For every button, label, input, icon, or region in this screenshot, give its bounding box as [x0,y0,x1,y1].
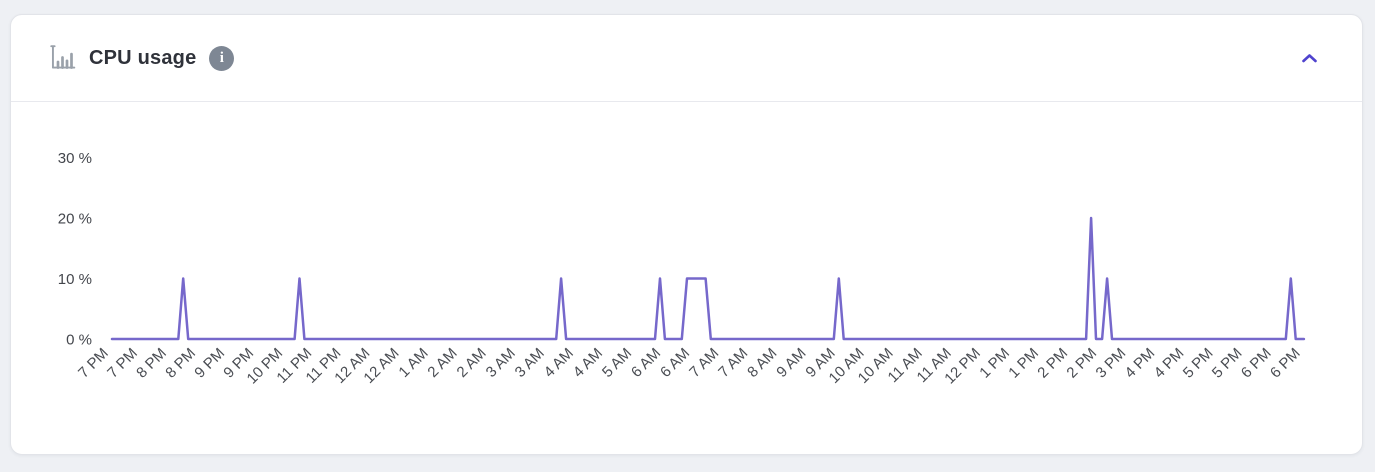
chevron-up-icon [1301,53,1317,62]
x-axis-label: 6 PM [1238,345,1275,382]
card-title: CPU usage [89,46,197,69]
x-axis-label: 6 PM [1267,345,1304,382]
x-axis-label: 9 AM [773,345,809,381]
x-axis-label: 4 AM [570,345,606,381]
x-axis-label: 7 AM [686,345,722,381]
card-header: CPU usage i [11,15,1362,102]
x-axis-label: 4 PM [1122,345,1159,382]
x-axis-label: 3 AM [483,345,519,381]
cpu-usage-line-series [110,216,1306,341]
x-axis-label: 6 AM [628,345,664,381]
x-axis-label: 2 PM [1034,345,1071,382]
y-axis-label: 10 % [58,271,92,288]
x-axis-label: 9 PM [191,345,228,382]
cpu-usage-chart[interactable]: 30 % 20 % 10 % 0 % 7 PM 7 PM 8 PM 8 PM 9 PM 9 PM 1… [11,103,1362,455]
x-axis-label: 5 PM [1180,345,1217,382]
x-axis-label: 3 PM [1093,345,1130,382]
cpu-usage-card: CPU usage i 30 % 20 % 10 % 0 % 7 PM 7 PM 8 PM 8… [10,14,1363,455]
x-axis-label: 8 PM [162,345,199,382]
x-axis-label: 8 AM [744,345,780,381]
x-axis-label: 1 AM [395,345,431,381]
x-axis-label: 4 AM [541,345,577,381]
x-axis-label: 8 PM [133,345,170,382]
collapse-button[interactable] [1296,45,1322,71]
x-axis-label: 4 PM [1151,345,1188,382]
x-axis-label: 2 PM [1063,345,1100,382]
x-axis-label: 5 AM [599,345,635,381]
x-axis-label: 7 PM [104,345,141,382]
y-axis-label: 0 % [66,332,92,349]
x-axis-label: 5 PM [1209,345,1246,382]
info-icon[interactable]: i [209,45,235,71]
x-axis-label: 2 AM [424,345,460,381]
x-axis-label: 7 AM [715,345,751,381]
y-axis-label: 30 % [58,150,92,167]
x-axis-label: 1 PM [976,345,1013,382]
x-axis-label: 2 AM [454,345,490,381]
y-axis-label: 20 % [58,211,92,228]
x-axis-label: 6 AM [657,345,693,381]
bar-chart-icon [50,45,76,69]
x-axis-label: 1 PM [1005,345,1042,382]
x-axis-label: 3 AM [512,345,548,381]
cpu-usage-chart-svg: 30 %20 %10 %0 %7 PM7 PM8 PM8 PM9 PM9 PM1… [58,150,1306,387]
x-axis-label: 7 PM [75,345,112,382]
